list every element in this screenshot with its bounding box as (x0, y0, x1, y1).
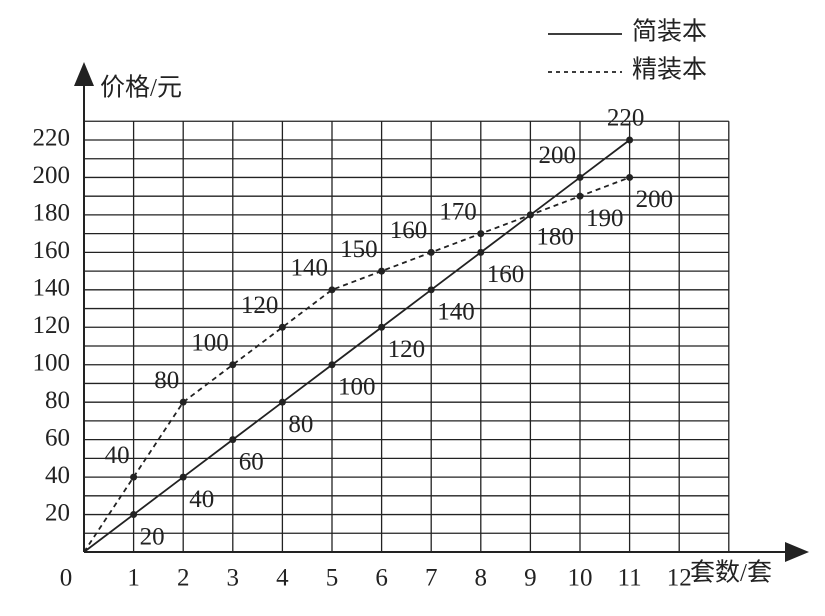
point (378, 323, 386, 331)
y-tick-label: 160 (33, 237, 71, 264)
point (130, 473, 138, 481)
point (427, 286, 435, 294)
x-tick-label: 0 (60, 565, 73, 592)
point (328, 286, 336, 294)
x-tick-label: 2 (177, 565, 190, 592)
point (278, 323, 286, 331)
x-tick-label: 4 (276, 565, 289, 592)
point (626, 173, 634, 181)
data-label: 60 (239, 448, 264, 475)
data-label: 100 (338, 373, 376, 400)
y-tick-label: 120 (33, 312, 71, 339)
legend-label: 简装本 (632, 18, 707, 46)
y-tick-label: 80 (45, 387, 70, 414)
x-tick-label: 6 (375, 565, 388, 592)
point (626, 136, 634, 144)
data-label: 140 (437, 299, 475, 326)
data-label: 120 (388, 336, 426, 363)
x-tick-label: 11 (618, 565, 642, 592)
data-label: 200 (636, 186, 674, 213)
data-label: 120 (241, 292, 279, 319)
y-tick-label: 40 (45, 462, 70, 489)
y-tick-label: 220 (33, 125, 71, 152)
point (179, 398, 187, 406)
data-label: 40 (189, 486, 214, 513)
series-line (83, 176, 630, 553)
y-tick-label: 60 (45, 424, 70, 451)
point (477, 248, 485, 256)
point (427, 248, 435, 256)
x-tick-label: 10 (568, 565, 593, 592)
y-tick-label: 200 (33, 162, 71, 189)
data-label: 170 (439, 198, 477, 225)
point (229, 361, 237, 369)
data-label: 160 (487, 261, 525, 288)
point (179, 473, 187, 481)
data-label: 160 (390, 217, 428, 244)
data-label: 80 (288, 411, 313, 438)
point (328, 361, 336, 369)
x-tick-label: 3 (227, 565, 240, 592)
x-tick-label: 5 (326, 565, 339, 592)
series-line (83, 139, 631, 553)
point (229, 436, 237, 444)
point (130, 511, 138, 519)
x-tick-label: 1 (127, 565, 140, 592)
y-axis-label: 价格/元 (100, 74, 182, 102)
point (278, 398, 286, 406)
data-label: 220 (607, 105, 645, 132)
x-axis-label: 套数/套 (690, 559, 772, 587)
data-label: 40 (105, 442, 130, 469)
y-tick-label: 140 (33, 275, 71, 302)
point (378, 267, 386, 275)
data-label: 80 (154, 367, 179, 394)
x-tick-label: 12 (667, 565, 692, 592)
point (576, 192, 584, 200)
point (477, 230, 485, 238)
data-label: 140 (291, 255, 329, 282)
y-tick-label: 100 (33, 349, 71, 376)
x-tick-label: 7 (425, 565, 438, 592)
x-tick-label: 9 (524, 565, 537, 592)
data-label: 20 (140, 523, 165, 550)
y-tick-label: 180 (33, 200, 71, 227)
data-label: 100 (191, 329, 229, 356)
x-tick-label: 8 (475, 565, 488, 592)
data-label: 200 (539, 142, 577, 169)
legend-label: 精装本 (632, 56, 707, 84)
point (576, 173, 584, 181)
point (526, 211, 534, 219)
data-label: 190 (586, 205, 624, 232)
data-label: 150 (340, 236, 378, 263)
y-tick-label: 20 (45, 499, 70, 526)
data-label: 180 (536, 224, 574, 251)
